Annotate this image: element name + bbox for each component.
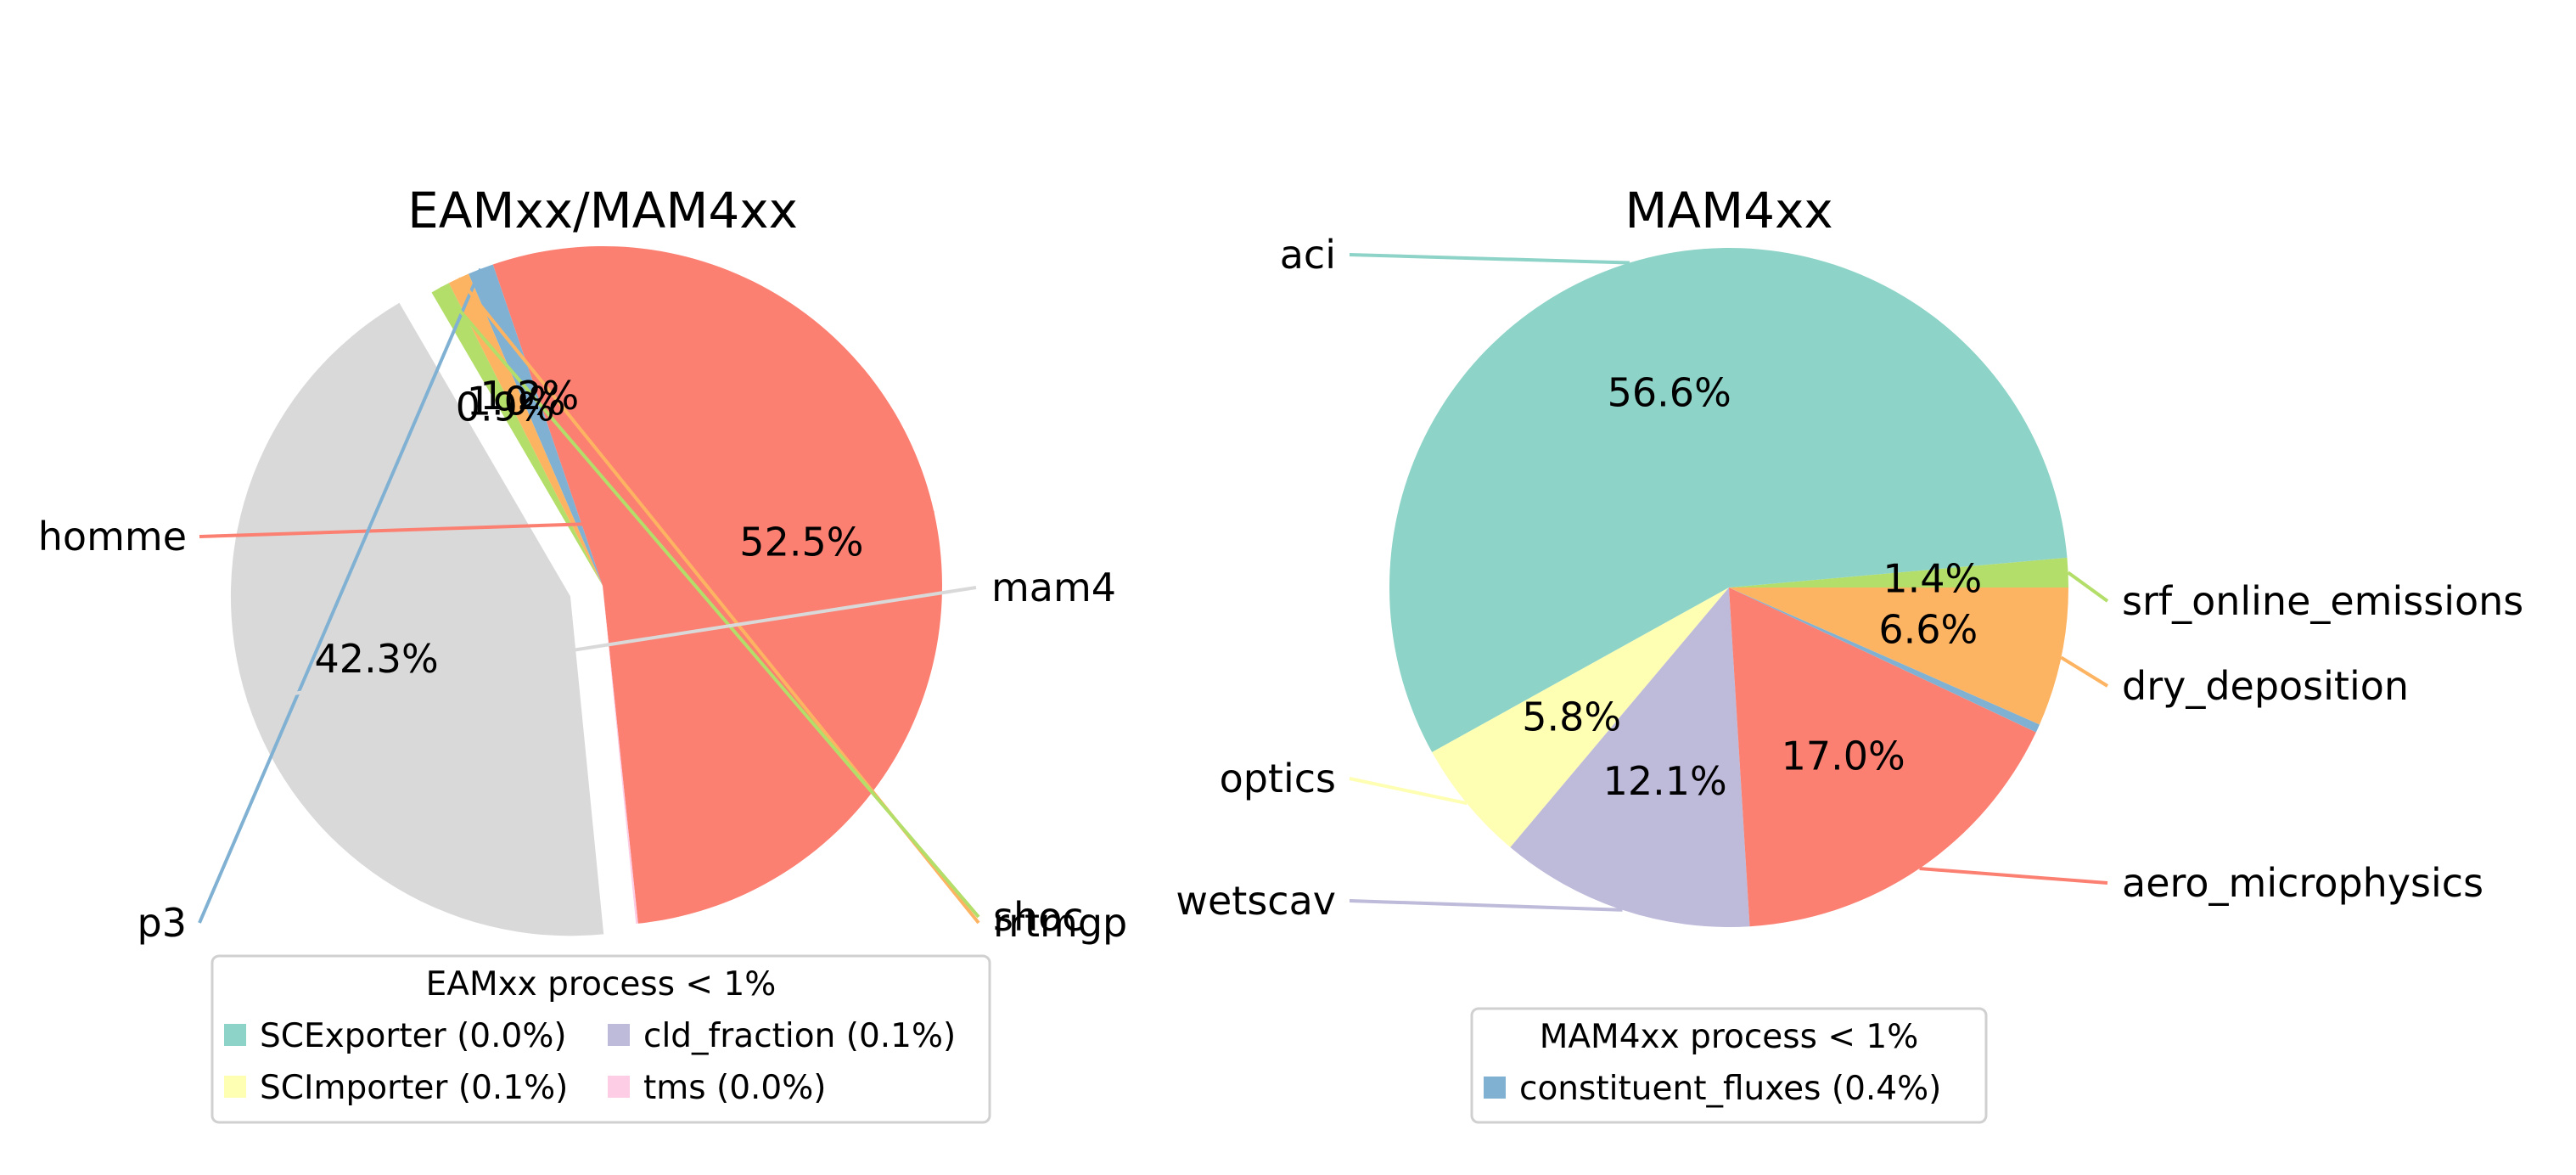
legend-swatch-scimporter — [224, 1076, 246, 1098]
pie-left-wedge-slice-5 — [603, 586, 638, 925]
pie-left-pct-labels: 52.5% 1.2%1.0%0.9% 42.3% — [315, 373, 864, 682]
pie-right-label-optics: optics — [1220, 756, 1336, 801]
pie-left-wedge-mam4 — [230, 302, 604, 936]
pie-right-pct-aci: 56.6% — [1608, 370, 1731, 416]
pie-right-label-dry-deposition: dry_deposition — [2122, 663, 2409, 709]
pie-left-label-p3: p3 — [137, 900, 187, 946]
pie-right-pct-dry-deposition: 6.6% — [1878, 606, 1978, 652]
legend-label-scexporter: SCExporter (0.0%) — [260, 1017, 567, 1055]
pie-right-label-aero-microphysics: aero_microphysics — [2122, 860, 2483, 906]
pie-right-leader-srf-online-emissions — [2067, 571, 2109, 603]
pie-left-pct-rrtmgp: 1.0% — [467, 379, 566, 424]
pie-right-label-wetscav: wetscav — [1176, 878, 1336, 924]
pie-right-wedge-wetscav — [1510, 588, 1750, 928]
pie-left-leader-mam4 — [247, 586, 977, 703]
legend-swatch-cld-fraction — [608, 1024, 630, 1046]
pie-right-wedge-dry-deposition — [1729, 588, 2068, 725]
legend-swatch-tms — [608, 1076, 630, 1098]
pie-left-wedge-shoc — [431, 283, 603, 586]
pie-left-label-shoc: shoc — [993, 894, 1084, 940]
pie-right-title: MAM4xx — [1625, 182, 1832, 239]
pie-left-title: EAMxx/MAM4xx — [407, 182, 798, 239]
legend-label-tms: tms (0.0%) — [643, 1069, 827, 1107]
pie-left-pct-homme: 52.5% — [739, 519, 863, 565]
pie-right-wedge-slice-5 — [1729, 588, 2040, 733]
pie-right-wedge-srf-online-emissions — [1729, 557, 2068, 588]
pie-right-pct-labels: 1.4% 56.6% 5.8% 12.1% 17.0% 6.6% — [1522, 370, 1982, 804]
legend-right-frame — [1470, 1007, 1988, 1124]
pie-left-label-mam4: mam4 — [991, 565, 1116, 610]
legend-label-scimporter: SCImporter (0.1%) — [260, 1069, 568, 1107]
pie-left-leader-homme — [199, 510, 934, 538]
pie-left: EAMxx/MAM4xx 52.5% 1.2%1.0%0.9% 42.3% homm… — [38, 182, 1127, 946]
pie-left-label-homme: homme — [38, 514, 187, 559]
pie-right-pct-aero-microphysics: 17.0% — [1782, 734, 1905, 779]
pie-right-leader-wetscav — [1349, 899, 1623, 912]
pie-left-leaders — [198, 267, 980, 925]
pie-right: MAM4xx 1.4% 56.6% 5.8% 12.1% 17.0% 6.6% srf_o… — [1176, 182, 2523, 928]
pie-right-label-srf-online-emissions: srf_online_emissions — [2122, 578, 2523, 624]
pie-right-leader-aci — [1349, 253, 1630, 265]
legend-left-frame — [210, 954, 991, 1124]
pie-right-leader-optics — [1349, 777, 1468, 806]
pie-right-outer-labels: srf_online_emissions aci optics wetscav aero… — [1176, 232, 2523, 924]
pie-right-wedges — [1389, 248, 2068, 928]
pie-right-pct-optics: 5.8% — [1522, 694, 1621, 740]
pie-right-leader-aero-microphysics — [1919, 867, 2108, 885]
pie-right-leader-dry-deposition — [2060, 655, 2109, 688]
pie-right-leaders — [1349, 253, 2109, 912]
legend-right: MAM4xx process < 1% constituent_fluxes (… — [1470, 1007, 1988, 1124]
pie-left-pct-mam4: 42.3% — [315, 636, 439, 682]
pie-left-wedge-p3 — [469, 264, 603, 586]
pie-right-pct-wetscav: 12.1% — [1603, 758, 1727, 804]
pie-left-pct-shoc: 0.9% — [456, 384, 555, 430]
pie-left-wedge-rrtmgp — [448, 273, 603, 586]
pie-right-pct-srf-online-emissions: 1.4% — [1883, 555, 1982, 601]
pie-left-pct-p3: 1.2% — [480, 373, 579, 419]
pie-left-wedge-homme — [492, 245, 943, 924]
pie-right-label-aci: aci — [1280, 232, 1336, 278]
legend-left-title: EAMxx process < 1% — [426, 965, 777, 1004]
pie-right-wedge-aero-microphysics — [1729, 588, 2036, 927]
legend-swatch-scexporter — [224, 1024, 246, 1046]
pie-right-wedge-aci — [1389, 248, 2068, 752]
pie-left-wedges — [230, 245, 943, 936]
legend-right-title: MAM4xx process < 1% — [1540, 1018, 1919, 1056]
pie-left-leader-shoc — [439, 286, 980, 919]
pie-right-wedge-optics — [1432, 588, 1729, 848]
legend-label-constituent-fluxes: constituent_fluxes (0.4%) — [1519, 1070, 1941, 1108]
legend-label-cld-fraction: cld_fraction (0.1%) — [643, 1017, 956, 1055]
pie-left-label-rrtmgp: rrtmgp — [993, 900, 1127, 946]
legend-left: EAMxx process < 1% SCExporter (0.0%) cld… — [210, 954, 991, 1124]
legend-swatch-constituent-fluxes — [1484, 1077, 1506, 1099]
pie-left-leader-p3 — [198, 267, 483, 924]
